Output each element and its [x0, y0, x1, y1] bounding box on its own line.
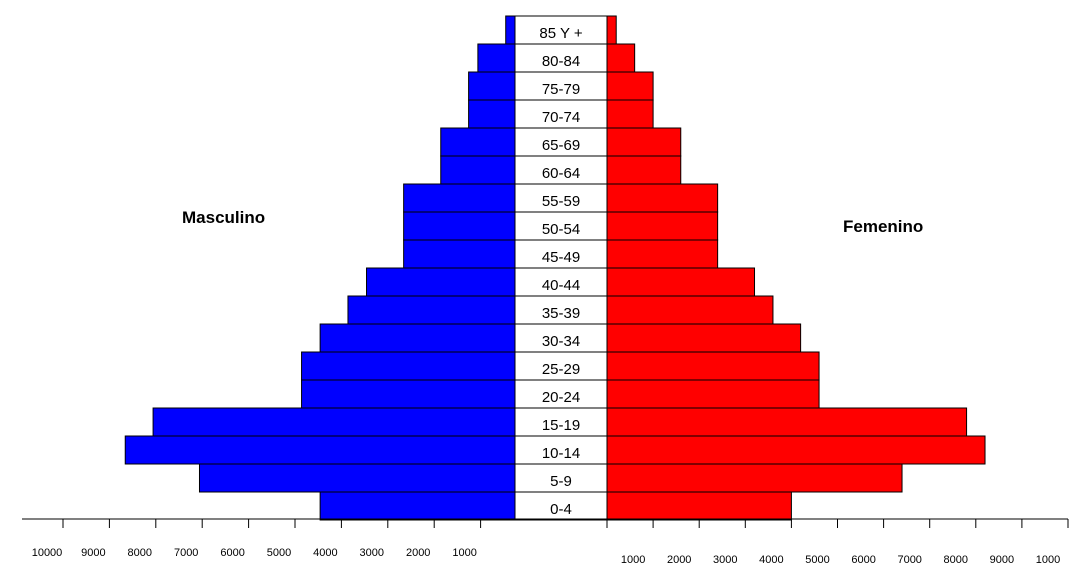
age-label-65-69: 65-69	[542, 137, 580, 154]
age-label-70-74: 70-74	[542, 109, 580, 126]
age-label-10-14: 10-14	[542, 445, 580, 462]
x-tick-label-left: 6000	[220, 547, 244, 559]
x-tick-label-left: 5000	[267, 547, 291, 559]
x-tick-label-right: 6000	[851, 554, 875, 565]
x-tick-label-right: 1000	[621, 554, 645, 565]
bar-femenino-20-24	[606, 379, 820, 409]
age-label-box-85-y	[514, 15, 608, 45]
age-label-box-40-44	[514, 267, 608, 297]
age-label-box-45-49	[514, 239, 608, 269]
age-label-80-84: 80-84	[542, 53, 580, 70]
bar-masculino-25-29	[301, 351, 516, 381]
age-label-box-15-19	[514, 407, 608, 437]
bar-femenino-5-9	[606, 463, 903, 493]
age-label-box-20-24	[514, 379, 608, 409]
bar-masculino-40-44	[366, 267, 516, 297]
bar-masculino-75-79	[468, 71, 516, 101]
age-label-box-35-39	[514, 295, 608, 325]
x-tick-label-right: 1000	[1036, 554, 1060, 565]
x-tick-label-left: 7000	[174, 547, 198, 559]
x-tick-label-left: 4000	[313, 547, 337, 559]
age-label-box-25-29	[514, 351, 608, 381]
bar-masculino-80-84	[477, 43, 516, 73]
bar-femenino-85-y	[606, 15, 617, 45]
bar-femenino-10-14	[606, 435, 986, 465]
bar-femenino-80-84	[606, 43, 636, 73]
bar-masculino-0-4	[319, 491, 516, 521]
bar-femenino-65-69	[606, 127, 682, 157]
age-label-20-24: 20-24	[542, 389, 580, 406]
bar-femenino-35-39	[606, 295, 774, 325]
bar-masculino-50-54	[403, 211, 516, 241]
series-label-masculino: Masculino	[182, 208, 265, 227]
age-label-15-19: 15-19	[542, 417, 580, 434]
x-tick-label-left: 9000	[81, 547, 105, 559]
bar-femenino-50-54	[606, 211, 719, 241]
age-label-box-75-79	[514, 71, 608, 101]
age-label-box-5-9	[514, 463, 608, 493]
age-label-0-4: 0-4	[550, 501, 572, 518]
bar-femenino-15-19	[606, 407, 968, 437]
age-label-50-54: 50-54	[542, 221, 580, 238]
age-label-box-55-59	[514, 183, 608, 213]
x-tick-label-left: 3000	[360, 547, 384, 559]
x-tick-label-right: 2000	[667, 554, 691, 565]
age-label-40-44: 40-44	[542, 277, 580, 294]
x-tick-label-left: 1000	[452, 547, 476, 559]
age-label-75-79: 75-79	[542, 81, 580, 98]
x-tick-label-left: 10000	[32, 547, 63, 559]
series-label-femenino: Femenino	[843, 217, 923, 236]
age-label-55-59: 55-59	[542, 193, 580, 210]
bar-masculino-60-64	[440, 155, 516, 185]
age-label-box-30-34	[514, 323, 608, 353]
x-tick-label-right: 3000	[713, 554, 737, 565]
x-tick-label-left: 8000	[128, 547, 152, 559]
age-labels-group: 0-4 5-9 10-14 15-19 20-24 25-29 30-34 35-39 40-4…	[514, 15, 608, 521]
x-tick-label-right: 8000	[944, 554, 968, 565]
age-label-25-29: 25-29	[542, 361, 580, 378]
bar-masculino-15-19	[152, 407, 516, 437]
bar-femenino-45-49	[606, 239, 719, 269]
age-label-box-60-64	[514, 155, 608, 185]
age-label-box-70-74	[514, 99, 608, 129]
age-label-60-64: 60-64	[542, 165, 580, 182]
bar-femenino-55-59	[606, 183, 719, 213]
x-ticks-group: 10000 9000 8000 7000 6000 5000 4000 3000 2000 100…	[32, 519, 1069, 565]
x-tick-label-right: 4000	[759, 554, 783, 565]
age-label-85-y: 85 Y +	[539, 25, 582, 42]
age-label-35-39: 35-39	[542, 305, 580, 322]
bar-femenino-70-74	[606, 99, 654, 129]
age-label-5-9: 5-9	[550, 473, 572, 490]
bar-masculino-65-69	[440, 127, 516, 157]
x-tick-label-right: 9000	[990, 554, 1014, 565]
bar-masculino-85-y	[505, 15, 516, 45]
bar-femenino-30-34	[606, 323, 802, 353]
x-tick-label-left: 2000	[406, 547, 430, 559]
bar-masculino-20-24	[301, 379, 516, 409]
bar-femenino-75-79	[606, 71, 654, 101]
x-tick-label-right: 5000	[805, 554, 829, 565]
bar-masculino-45-49	[403, 239, 516, 269]
bars-group	[124, 15, 986, 521]
bar-masculino-55-59	[403, 183, 516, 213]
x-tick-label-right: 7000	[897, 554, 921, 565]
bar-masculino-35-39	[347, 295, 516, 325]
bar-femenino-40-44	[606, 267, 756, 297]
bar-masculino-10-14	[124, 435, 516, 465]
bar-femenino-60-64	[606, 155, 682, 185]
bar-masculino-70-74	[468, 99, 516, 129]
bar-masculino-30-34	[319, 323, 516, 353]
age-label-45-49: 45-49	[542, 249, 580, 266]
age-label-box-65-69	[514, 127, 608, 157]
age-label-box-50-54	[514, 211, 608, 241]
bar-masculino-5-9	[198, 463, 516, 493]
age-label-box-80-84	[514, 43, 608, 73]
bar-femenino-25-29	[606, 351, 820, 381]
age-label-30-34: 30-34	[542, 333, 580, 350]
bar-femenino-0-4	[606, 491, 792, 521]
